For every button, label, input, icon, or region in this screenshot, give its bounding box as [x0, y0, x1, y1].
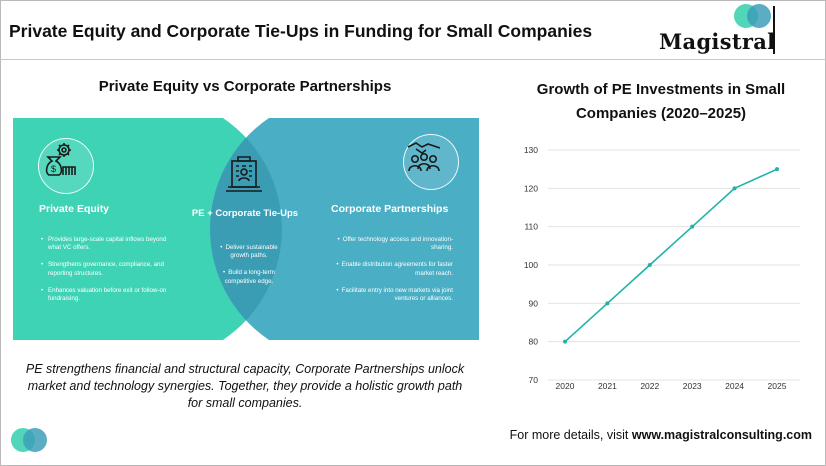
series-line [564, 168, 778, 343]
data-point [647, 263, 652, 267]
y-tick-label: 110 [524, 222, 538, 232]
x-tick-label: 2020 [556, 381, 575, 391]
y-tick-label: 130 [524, 145, 538, 155]
private-equity-bullets: Provides large-scale capital inflows bey… [41, 236, 169, 312]
logo-divider [773, 6, 775, 54]
header: Private Equity and Corporate Tie-Ups in … [0, 0, 826, 60]
x-tick-label: 2023 [683, 381, 702, 391]
list-item: Enable distribution agreements for faste… [333, 261, 453, 278]
corporate-partnerships-title: Corporate Partnerships [331, 203, 449, 215]
y-tick-label: 90 [529, 298, 539, 308]
x-tick-label: 2022 [640, 381, 659, 391]
data-point [732, 186, 737, 191]
private-equity-title: Private Equity [39, 203, 110, 215]
svg-text:$: $ [51, 164, 56, 174]
data-point [605, 301, 610, 306]
list-item: Facilitate entry into new markets via jo… [333, 287, 453, 304]
handshake-people-icon [403, 134, 459, 190]
data-point [690, 224, 695, 229]
x-tick-label: 2025 [768, 381, 787, 391]
y-tick-label: 70 [529, 375, 539, 385]
tie-ups-title: PE + Corporate Tie-Ups [191, 208, 299, 219]
data-point [563, 339, 567, 344]
footer-prefix: For more details, visit [509, 428, 632, 442]
list-item: Deliver sustainable growth paths. [212, 244, 286, 261]
tie-ups-bullets: Deliver sustainable growth paths. Build … [212, 244, 286, 295]
page-title: Private Equity and Corporate Tie-Ups in … [9, 21, 593, 41]
x-tick-label: 2024 [725, 381, 744, 391]
data-point [775, 167, 779, 172]
chart-svg: 70 80 90 100 110 120 130 2020 2021 2022 2023 2024 20… [524, 145, 800, 391]
list-item: Provides large-scale capital inflows bey… [41, 236, 169, 253]
corporate-partnerships-bullets: Offer technology access and innovation-s… [333, 236, 453, 312]
corporate-building-icon [222, 153, 266, 197]
line-chart: 70 80 90 100 110 120 130 2020 2021 2022 2023 2024 20… [510, 140, 820, 400]
x-tick-label: 2021 [598, 381, 617, 391]
footer-link[interactable]: www.magistralconsulting.com [631, 428, 812, 442]
y-tick-label: 80 [529, 337, 539, 347]
money-bag-gear-icon: $ [38, 138, 94, 194]
logo-text: Magistral [659, 29, 776, 54]
venn-title: Private Equity vs Corporate Partnerships [98, 78, 392, 95]
footer-text: For more details, visit www.magistralcon… [510, 428, 812, 442]
chart-title: Growth of PE Investments in Small Compan… [536, 81, 786, 122]
list-item: Strengthens governance, compliance, and … [41, 261, 169, 278]
y-tick-label: 100 [524, 260, 538, 270]
list-item: Offer technology access and innovation-s… [333, 236, 453, 253]
list-item: Enhances valuation before exit or follow… [41, 287, 169, 304]
summary-text: PE strengthens financial and structural … [25, 362, 465, 410]
y-tick-label: 120 [524, 183, 538, 193]
logo-circles-icon [734, 4, 774, 28]
footer-logo-icon [11, 428, 51, 452]
venn-diagram: $ Private Equity PE + Corporate Tie-Ups … [13, 118, 479, 340]
list-item: Build a long-term competitive edge. [212, 269, 286, 286]
